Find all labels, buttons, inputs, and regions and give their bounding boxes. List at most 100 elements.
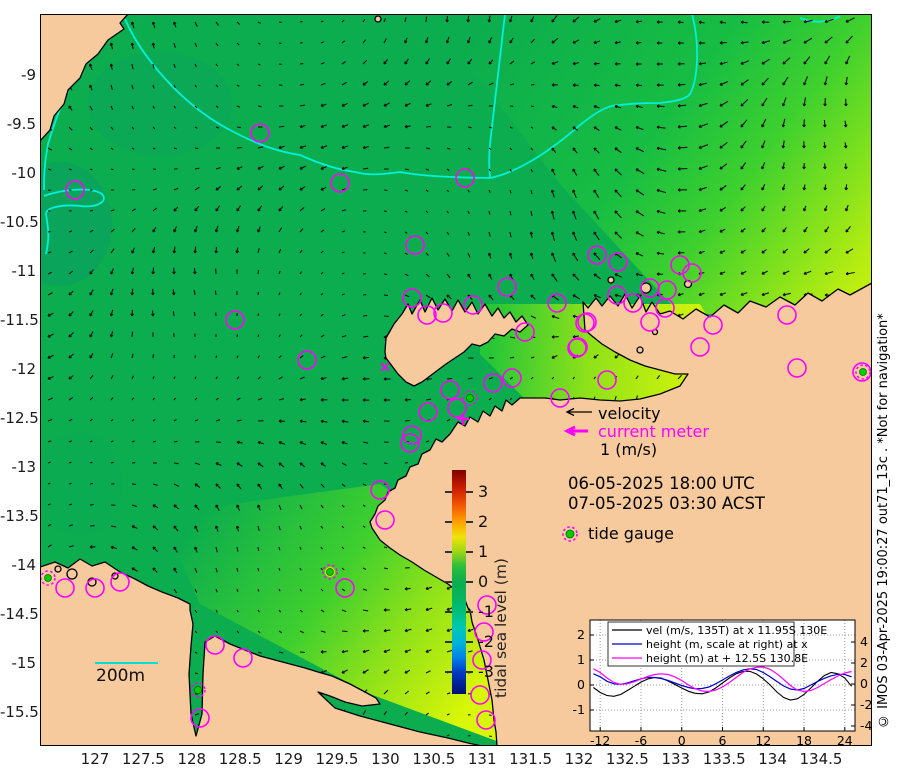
current-meter-marker	[476, 710, 496, 730]
colorbar-tick-mark	[445, 491, 452, 493]
current-meter-marker	[402, 425, 422, 445]
inset-legend-entry-2: height (m) at + 12.5S 130.8E	[646, 652, 808, 665]
inset-series-0	[593, 670, 853, 701]
svg-text:6: 6	[719, 733, 727, 748]
current-meter-marker	[682, 263, 702, 283]
current-meter-marker	[110, 572, 130, 592]
lon-tick-label: 132	[564, 750, 594, 768]
island-small	[54, 565, 62, 573]
current-meter-label: current meter	[598, 422, 709, 441]
colorbar-tick-mark	[445, 521, 452, 523]
current-meter-marker	[607, 285, 627, 305]
svg-text:2: 2	[860, 655, 868, 670]
current-meter-marker	[470, 685, 490, 705]
current-meter-marker	[297, 350, 317, 370]
current-meter-marker	[703, 315, 723, 335]
colorbar-tick-label: -3	[478, 662, 494, 681]
current-meter-marker	[472, 650, 492, 670]
lon-tick-label: 134	[758, 750, 787, 768]
svg-text:0: 0	[577, 677, 585, 692]
current-meter-marker	[85, 578, 105, 598]
map-border	[40, 14, 872, 746]
current-meter-marker	[515, 322, 535, 342]
tide-gauge-icon	[562, 526, 578, 542]
reference-location-marks	[380, 362, 469, 425]
lat-tick-label: -9	[21, 66, 36, 84]
svg-text:2: 2	[577, 627, 585, 642]
colorbar-tick-label: 2	[478, 512, 489, 531]
lat-tick-label: -12	[11, 360, 37, 378]
land-timor	[40, 14, 129, 142]
lat-tick-label: -10	[11, 164, 37, 182]
colorbar-tick-mark	[466, 671, 473, 673]
svg-text:-2: -2	[860, 697, 872, 712]
current-meter-marker	[463, 295, 483, 315]
inset-tick-marks	[590, 634, 855, 731]
current-meter-marker	[233, 648, 253, 668]
current-meter-marker	[640, 312, 660, 332]
lon-tick-label: 129	[274, 750, 303, 768]
current-meter-marker	[787, 358, 807, 378]
inset-series-1	[593, 668, 852, 691]
svg-text:-6: -6	[635, 733, 648, 748]
colorbar-tick-label: -2	[478, 632, 494, 651]
current-meter-marker	[370, 480, 390, 500]
timestamp-block: 06-05-2025 18:00 UTC 07-05-2025 03:30 AC…	[568, 474, 765, 514]
current-meter-marker	[455, 168, 475, 188]
colorbar-tick-label: 3	[478, 482, 489, 501]
current-meter-marker	[497, 277, 517, 297]
svg-text:0: 0	[860, 676, 868, 691]
current-meter-marker	[433, 303, 453, 323]
x-location-marker	[380, 362, 390, 372]
timestamp-utc: 06-05-2025 18:00 UTC	[568, 474, 755, 493]
island-small	[636, 346, 644, 354]
current-meter-marker	[400, 433, 420, 453]
colorbar-tick-mark	[466, 641, 473, 643]
current-meter-marker	[55, 578, 75, 598]
svg-text:1: 1	[577, 652, 585, 667]
lon-tick-label: 131.5	[509, 750, 553, 768]
lon-tick-label: 134.5	[799, 750, 843, 768]
current-meter-marker	[440, 380, 460, 400]
lat-tick-label: -14.5	[0, 605, 39, 623]
colorbar-tick-mark	[445, 551, 452, 553]
current-meter-marker	[623, 293, 643, 313]
current-meter-marker	[608, 252, 628, 272]
copyright-watermark: © IMOS 03-Apr-2025 19:00:27 out71_13c . …	[876, 313, 891, 728]
speed-reference-label: 1 (m/s)	[600, 440, 658, 459]
current-meter-marker	[568, 337, 588, 357]
colorbar	[452, 470, 466, 694]
lat-tick-label: -13.5	[0, 507, 39, 525]
svg-text:-1: -1	[573, 702, 585, 717]
current-meter-marker	[330, 173, 350, 193]
lat-tick-label: -11	[11, 262, 37, 280]
lon-tick-label: 133.5	[702, 750, 746, 768]
tide-band-northeast	[460, 14, 872, 314]
current-meter-marker	[402, 288, 422, 308]
inset-series-2	[593, 666, 852, 693]
lon-tick-label: 128.5	[218, 750, 262, 768]
timeseries-inset-plot: -12 -6 0 6 12 18 24 2 1 0 -1 4 2 0 -2 -4 vel (m/s, 135T)…	[573, 619, 873, 748]
current-meter-marker	[405, 235, 425, 255]
tide-gauge-marker	[322, 564, 338, 580]
current-meter-marker	[577, 312, 597, 332]
lon-tick-label: 130.5	[412, 750, 456, 768]
current-meter-marker	[418, 402, 438, 422]
lon-tick-label: 132.5	[605, 750, 649, 768]
colorbar-tick-mark	[466, 491, 473, 493]
lon-tick-label: 131	[467, 750, 497, 768]
current-meter-marker	[250, 123, 270, 143]
velocity-label: velocity	[598, 404, 661, 423]
svg-text:-12: -12	[590, 733, 610, 748]
instrument-markers	[40, 123, 872, 730]
current-meter-marker	[477, 595, 497, 615]
lat-tick-label: -13	[11, 458, 37, 476]
svg-text:4: 4	[860, 634, 868, 649]
colorbar-tick-mark	[466, 611, 473, 613]
lat-tick-label: -10.5	[0, 213, 39, 231]
colorbar-tick-mark	[466, 581, 473, 583]
current-meter-marker	[690, 337, 710, 357]
island-small	[374, 15, 382, 23]
